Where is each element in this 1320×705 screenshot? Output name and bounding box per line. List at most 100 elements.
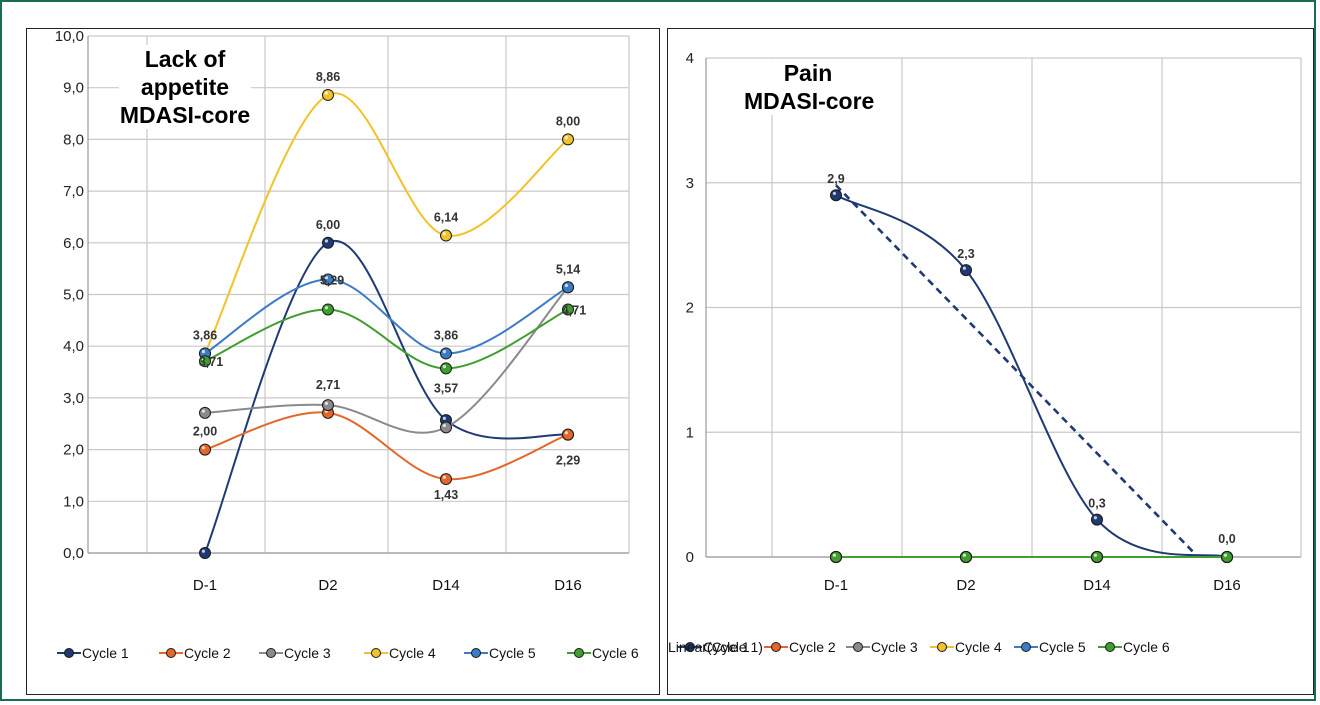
appetite-line-cycle-2 (204, 411, 569, 481)
pain-x-tick-label: D16 (1213, 577, 1241, 594)
appetite-line-cycle-6 (204, 308, 569, 370)
appetite-legend-label: Cycle 4 (389, 645, 436, 661)
appetite-data-label: 2,71 (316, 378, 340, 392)
pain-y-tick-label: 2 (686, 300, 694, 317)
appetite-legend-item-cycle-5: Cycle 5 (464, 645, 536, 661)
appetite-line-cycle-1 (204, 239, 569, 554)
appetite-legend-label: Cycle 6 (592, 645, 639, 661)
appetite-point-highlight (564, 431, 569, 435)
appetite-data-label: 8,00 (556, 114, 580, 128)
pain-point-cycle-1 (960, 264, 972, 277)
pain-legend-label: Cycle 3 (871, 639, 918, 655)
pain-legend-item-cycle-4: Cycle 4 (930, 639, 1002, 655)
appetite-point-cycle-2 (440, 473, 452, 486)
appetite-x-tick-label: D-1 (193, 577, 217, 594)
pain-title-line-1: Pain (783, 60, 833, 86)
pain-line-cycle-1 (835, 194, 1228, 558)
appetite-legend-marker (574, 648, 584, 658)
appetite-point-cycle-1 (199, 547, 211, 559)
appetite-data-label: 2,29 (556, 454, 580, 468)
appetite-data-label: 1,43 (434, 488, 458, 502)
appetite-point-cycle-6 (440, 362, 452, 375)
appetite-y-tick-label: 1,0 (63, 493, 84, 510)
pain-legend-marker (853, 642, 863, 652)
appetite-legend-item-cycle-4: Cycle 4 (364, 645, 436, 661)
pain-title-line-2: MDASI-core (744, 88, 875, 114)
pain-legend-item-cycle-5: Cycle 5 (1014, 639, 1086, 655)
appetite-legend-item-cycle-1: Cycle 1 (57, 645, 129, 661)
appetite-point-highlight (442, 475, 446, 479)
appetite-point-highlight (324, 401, 328, 405)
pain-legend-label: Linear(Cycle 1) (668, 639, 763, 655)
appetite-x-tick-label: D2 (318, 577, 337, 594)
pain-point-highlight (832, 191, 836, 196)
pain-legend-marker (685, 642, 695, 652)
pain-legend-label: Cycle 2 (789, 639, 836, 655)
appetite-y-tick-label: 9,0 (63, 80, 84, 97)
pain-x-tick-label: D2 (956, 577, 975, 594)
appetite-point-cycle-4 (562, 133, 574, 146)
appetite-point-highlight (201, 549, 205, 553)
appetite-point-cycle-1 (322, 236, 334, 249)
pain-legend-item-cycle-6: Cycle 6 (1098, 639, 1170, 655)
appetite-point-highlight (201, 446, 205, 450)
appetite-chart-panel: 0,0 1,0 2,0 3,0 4,0 5,0 6,0 7,0 8,0 9,0 10,0 D-1 D2 D… (26, 28, 660, 695)
appetite-y-tick-label: 7,0 (63, 183, 84, 200)
appetite-data-label: 3,71 (199, 355, 223, 369)
appetite-line-cycle-5 (204, 278, 569, 355)
appetite-y-tick-label: 3,0 (63, 390, 84, 407)
pain-point-highlight (1093, 516, 1097, 520)
pain-y-tick-label: 3 (686, 175, 694, 192)
appetite-y-tick-label: 6,0 (63, 235, 84, 252)
pain-trendline-linear-cycle-1 (835, 184, 1199, 558)
appetite-point-highlight (324, 91, 328, 95)
pain-data-label: 0,3 (1088, 497, 1105, 511)
appetite-line-cycle-4 (204, 92, 569, 354)
pain-point-highlight (962, 266, 966, 270)
pain-legend-marker (937, 642, 947, 652)
appetite-line-cycle-3 (204, 286, 569, 434)
pain-point-cycle-6 (830, 551, 842, 563)
pain-point-highlight (1093, 553, 1097, 557)
appetite-point-cycle-2 (562, 428, 574, 441)
appetite-point-cycle-3 (440, 421, 452, 434)
appetite-title-line-2: appetite (140, 74, 230, 100)
appetite-legend-label: Cycle 1 (82, 645, 129, 661)
appetite-legend-marker (371, 648, 381, 658)
appetite-data-label: 6,14 (434, 211, 458, 225)
pain-x-tick-label: D-1 (824, 577, 848, 594)
appetite-point-cycle-5 (440, 347, 452, 360)
pain-chart-svg: 0 1 2 3 4 D-1 D2 D14 D16 2,9 2,3 0,3 0,0 Cycle 1 Cycle… (668, 50, 1302, 655)
pain-x-tick-label: D14 (1083, 577, 1111, 594)
appetite-legend-item-cycle-6: Cycle 6 (567, 645, 639, 661)
pain-point-cycle-6 (1221, 551, 1233, 563)
appetite-point-highlight (442, 365, 446, 369)
pain-legend-marker (771, 642, 781, 652)
appetite-x-tick-label: D14 (432, 577, 460, 594)
pain-data-label: 0,0 (1218, 532, 1235, 546)
pain-point-cycle-1 (830, 189, 842, 202)
pain-data-label: 2,9 (827, 172, 844, 186)
appetite-point-cycle-5 (562, 281, 574, 294)
appetite-legend-item-cycle-3: Cycle 3 (259, 645, 331, 661)
pain-point-cycle-1 (1091, 513, 1103, 526)
appetite-data-label: 3,86 (434, 328, 458, 342)
appetite-data-label: 6,00 (316, 218, 340, 232)
appetite-chart-svg: 0,0 1,0 2,0 3,0 4,0 5,0 6,0 7,0 8,0 9,0 10,0 D-1 D2 D… (55, 29, 639, 661)
appetite-title-line-3: MDASI-core (119, 102, 251, 128)
appetite-point-highlight (324, 306, 328, 310)
appetite-legend-marker (266, 648, 276, 658)
appetite-title-line-1: Lack of (144, 46, 226, 72)
appetite-legend-item-cycle-2: Cycle 2 (159, 645, 231, 661)
pain-point-highlight (1223, 553, 1227, 557)
appetite-point-cycle-3 (199, 406, 211, 419)
appetite-point-highlight (324, 239, 328, 243)
pain-legend-label: Cycle 4 (955, 639, 1002, 655)
appetite-y-tick-label: 8,0 (63, 131, 84, 148)
pain-legend-marker (1105, 642, 1115, 652)
appetite-data-label: 5,14 (556, 262, 580, 276)
appetite-point-highlight (564, 306, 569, 310)
appetite-legend-marker (471, 648, 481, 658)
appetite-data-label: 2,00 (193, 425, 217, 439)
